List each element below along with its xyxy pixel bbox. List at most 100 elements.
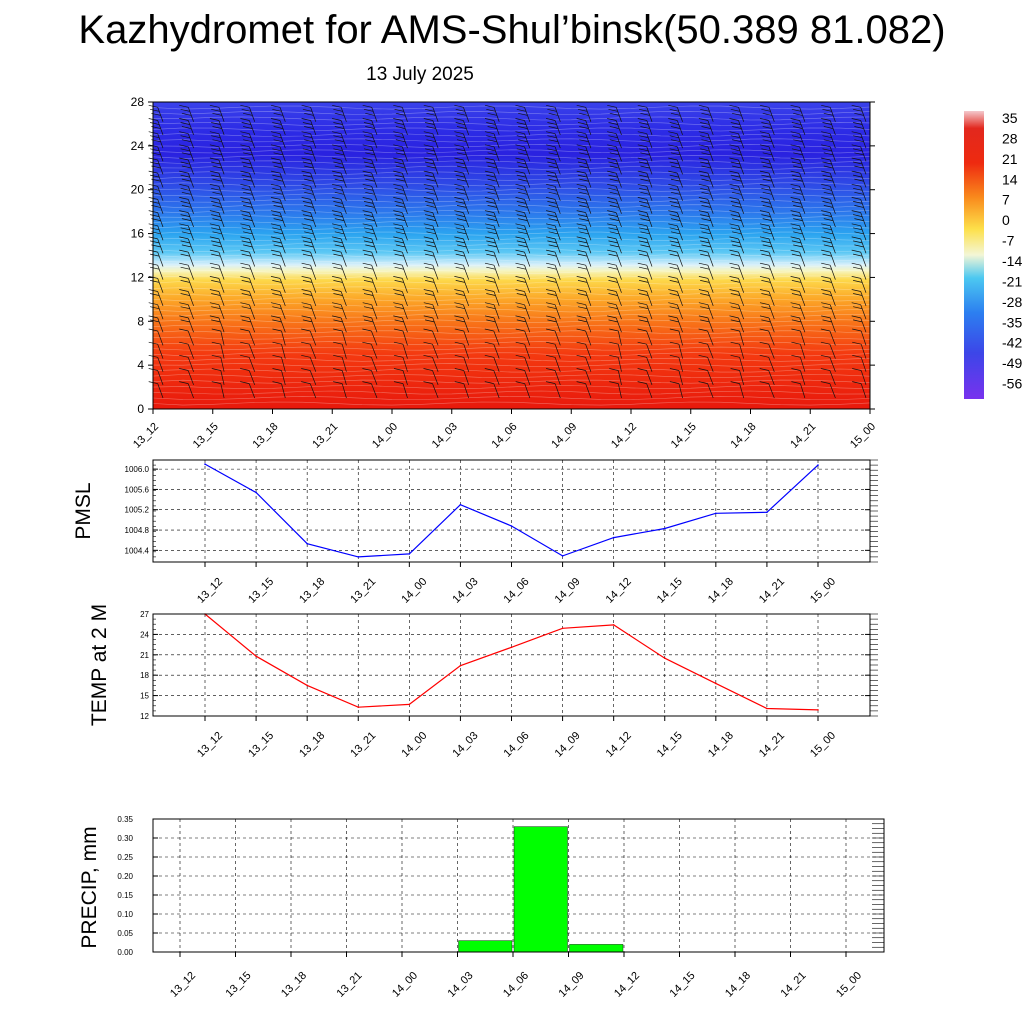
wind-barb (646, 120, 653, 136)
y-axis-label: PRECIP, mm (78, 826, 101, 948)
wind-barb-flag (272, 161, 282, 165)
wind-barb-flag (516, 253, 526, 257)
wind-barb-flag (332, 223, 342, 227)
wind-barb-flag (181, 231, 191, 235)
wind-barb-flag (640, 244, 650, 248)
y-tick-label: 0.10 (117, 910, 133, 919)
wind-barb (646, 383, 653, 399)
wind-barb-flag (212, 165, 222, 169)
x-tick-label: 14_06 (502, 576, 532, 606)
wind-barb-flag (576, 328, 586, 332)
wind-barb-flag (362, 223, 372, 227)
wind-barb-flag (304, 126, 314, 129)
wind-barb-flag (851, 223, 861, 227)
wind-barb-flag (729, 289, 739, 292)
isotherm-line (152, 297, 871, 302)
wind-barb-flag (270, 118, 281, 121)
wind-barb-flag (332, 131, 342, 135)
wind-barb-flag (301, 183, 311, 187)
wind-barb-flag (791, 174, 801, 178)
wind-barb-flag (577, 148, 588, 152)
wind-barb-flag (362, 354, 372, 358)
wind-barb-flag (546, 236, 556, 240)
wind-barb-flag (270, 223, 281, 227)
wind-barb-flag (730, 135, 740, 139)
colorbar-label: 7 (1002, 192, 1010, 208)
wind-barb-flag (272, 148, 282, 152)
wind-barb (585, 146, 592, 162)
wind-barb-flag (853, 161, 863, 165)
wind-barb-flag (822, 108, 832, 112)
wind-barb-flag (759, 315, 770, 319)
wind-barb-flag (668, 276, 678, 279)
wind-barb-flag (240, 354, 250, 358)
wind-barb-flag (211, 381, 221, 384)
wind-barb (646, 291, 653, 307)
wind-barb (401, 238, 408, 254)
wind-barb (218, 186, 225, 201)
wind-barb-flag (179, 183, 189, 187)
wind-barb (707, 146, 714, 162)
wind-barb-flag (700, 280, 710, 283)
wind-barb-flag (455, 148, 465, 152)
wind-barb-flag (484, 354, 494, 358)
wind-barb-flag (609, 354, 619, 358)
wind-barb-flag (487, 112, 497, 116)
wind-barb-flag (698, 302, 708, 306)
wind-barb-flag (423, 276, 433, 279)
wind-barb-flag (790, 210, 800, 213)
wind-barb-flag (607, 210, 617, 213)
wind-barb-flag (547, 227, 557, 231)
wind-barb-flag (393, 302, 403, 306)
wind-barb-flag (393, 131, 403, 135)
wind-barb-flag (668, 104, 678, 108)
y-tick-label: 8 (137, 314, 144, 328)
wind-barb-flag (759, 131, 770, 135)
wind-barb (676, 212, 683, 228)
wind-barb-flag (609, 126, 619, 129)
wind-barb-flag (180, 306, 190, 310)
wind-barb-flag (332, 262, 342, 266)
wind-barb (340, 146, 347, 162)
wind-barb (463, 370, 470, 386)
wind-barb-flag (393, 210, 403, 213)
wind-barb-flag (637, 223, 647, 227)
wind-barb-flag (790, 183, 800, 187)
wind-barb-flag (790, 223, 800, 227)
wind-barb (860, 146, 867, 162)
wind-barb (309, 370, 317, 386)
x-tick-label: 14_15 (668, 970, 698, 1000)
wind-barb (768, 172, 775, 188)
wind-barb-flag (425, 227, 435, 231)
wind-barb-flag (180, 240, 190, 244)
wind-barb-flag (301, 381, 311, 384)
wind-barb (554, 159, 561, 175)
wind-barb-flag (515, 236, 525, 240)
wind-barb-flag (608, 187, 618, 191)
wind-barb-flag (273, 244, 283, 248)
wind-barb-flag (362, 170, 372, 174)
wind-barb-flag (546, 118, 556, 121)
wind-barb-flag (515, 249, 525, 253)
wind-barb-flag (301, 249, 311, 253)
wind-barb-flag (180, 122, 190, 125)
wind-barb-flag (302, 187, 312, 191)
wind-barb-flag (515, 341, 525, 345)
wind-barb (707, 317, 714, 333)
wind-barb-flag (609, 244, 619, 248)
wind-barb-flag (302, 266, 312, 270)
wind-barb-flag (640, 139, 650, 143)
wind-barb-flag (821, 302, 831, 306)
wind-barb-flag (790, 197, 800, 200)
isotherm-line (152, 111, 871, 115)
wind-barb-flag (516, 187, 526, 191)
wind-barb-flag (791, 306, 801, 310)
wind-barb-flag (698, 118, 708, 121)
wind-barb (157, 199, 164, 214)
wind-barb (738, 291, 745, 307)
wind-barb-flag (454, 236, 464, 240)
wind-barb-flag (729, 183, 739, 187)
wind-barb (249, 265, 256, 280)
wind-barb (371, 212, 378, 228)
wind-barb (676, 120, 683, 136)
